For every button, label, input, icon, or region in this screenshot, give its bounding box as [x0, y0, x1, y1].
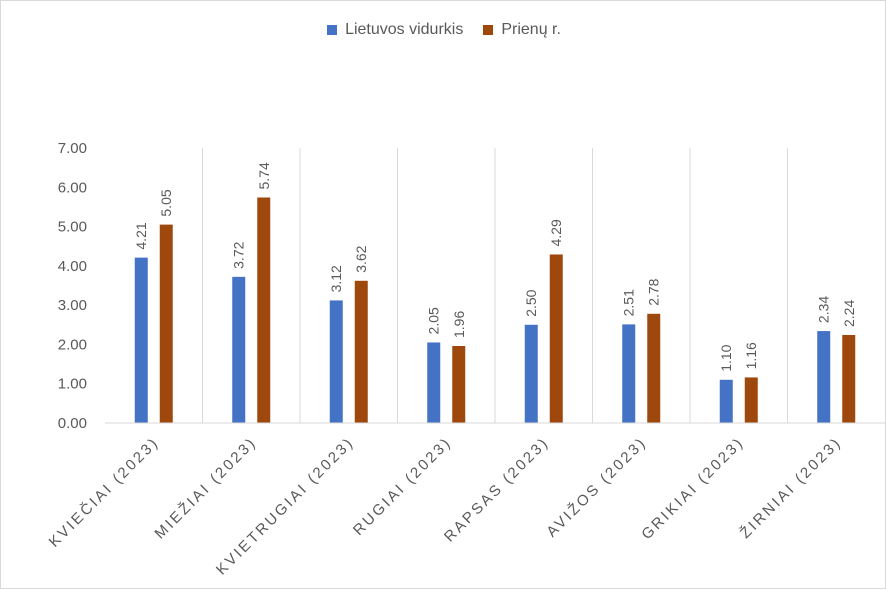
category-label: ŽIRNIAI (2023) — [737, 434, 845, 542]
y-tick-label: 3.00 — [58, 297, 87, 314]
data-label: 1.10 — [718, 344, 734, 371]
y-tick-label: 6.00 — [58, 179, 87, 196]
y-tick-label: 7.00 — [58, 140, 87, 157]
data-label: 3.12 — [328, 265, 344, 292]
data-label: 2.05 — [426, 307, 442, 334]
legend: Lietuvos vidurkis Prienų r. — [1, 21, 886, 39]
data-label: 2.24 — [841, 300, 857, 327]
bar-lietuvos-vidurkis — [524, 324, 538, 423]
bar-prienu-r — [549, 254, 563, 423]
y-tick-label: 5.00 — [58, 219, 87, 236]
bar-lietuvos-vidurkis — [622, 324, 636, 423]
bar-lietuvos-vidurkis — [329, 300, 343, 423]
y-tick-label: 0.00 — [58, 415, 87, 432]
category-label: RAPSAS (2023) — [441, 434, 553, 546]
y-tick-label: 2.00 — [58, 336, 87, 353]
data-label: 5.74 — [256, 162, 272, 189]
legend-item-prienu-r: Prienų r. — [483, 21, 561, 39]
data-label: 5.05 — [158, 189, 174, 216]
bar-prienu-r — [257, 197, 271, 423]
data-label: 2.34 — [816, 296, 832, 323]
legend-swatch-prienu-r — [483, 25, 494, 35]
data-label: 2.78 — [646, 278, 662, 305]
data-label: 1.96 — [451, 311, 467, 338]
legend-label-lietuvos-vidurkis: Lietuvos vidurkis — [345, 21, 464, 38]
legend-swatch-lietuvos-vidurkis — [327, 25, 338, 35]
bar-lietuvos-vidurkis — [134, 257, 148, 423]
bar-prienu-r — [159, 224, 173, 423]
data-label: 3.62 — [353, 245, 369, 272]
category-label: GRIKIAI (2023) — [638, 434, 747, 543]
bar-prienu-r — [744, 377, 758, 423]
bar-prienu-r — [842, 335, 856, 423]
category-label: RUGIAI (2023) — [350, 434, 455, 539]
bar-lietuvos-vidurkis — [427, 342, 441, 423]
legend-label-prienu-r: Prienų r. — [501, 21, 561, 38]
bar-lietuvos-vidurkis — [719, 379, 733, 423]
data-label: 3.72 — [231, 241, 247, 268]
data-label: 2.51 — [621, 289, 637, 316]
bar-prienu-r — [452, 346, 466, 423]
bar-prienu-r — [647, 313, 661, 423]
category-label: KVIEČIAI (2023) — [46, 434, 163, 551]
bar-prienu-r — [354, 280, 368, 423]
category-label: AVIŽOS (2023) — [543, 434, 650, 541]
legend-item-lietuvos-vidurkis: Lietuvos vidurkis — [327, 21, 463, 39]
y-tick-label: 4.00 — [58, 258, 87, 275]
data-label: 4.29 — [548, 219, 564, 246]
bar-lietuvos-vidurkis — [232, 276, 246, 423]
data-label: 4.21 — [133, 222, 149, 249]
category-label: MIEŽIAI (2023) — [151, 434, 260, 543]
bar-lietuvos-vidurkis — [817, 331, 831, 423]
data-label: 1.16 — [743, 342, 759, 369]
y-tick-label: 1.00 — [58, 376, 87, 393]
data-label: 2.50 — [523, 289, 539, 316]
